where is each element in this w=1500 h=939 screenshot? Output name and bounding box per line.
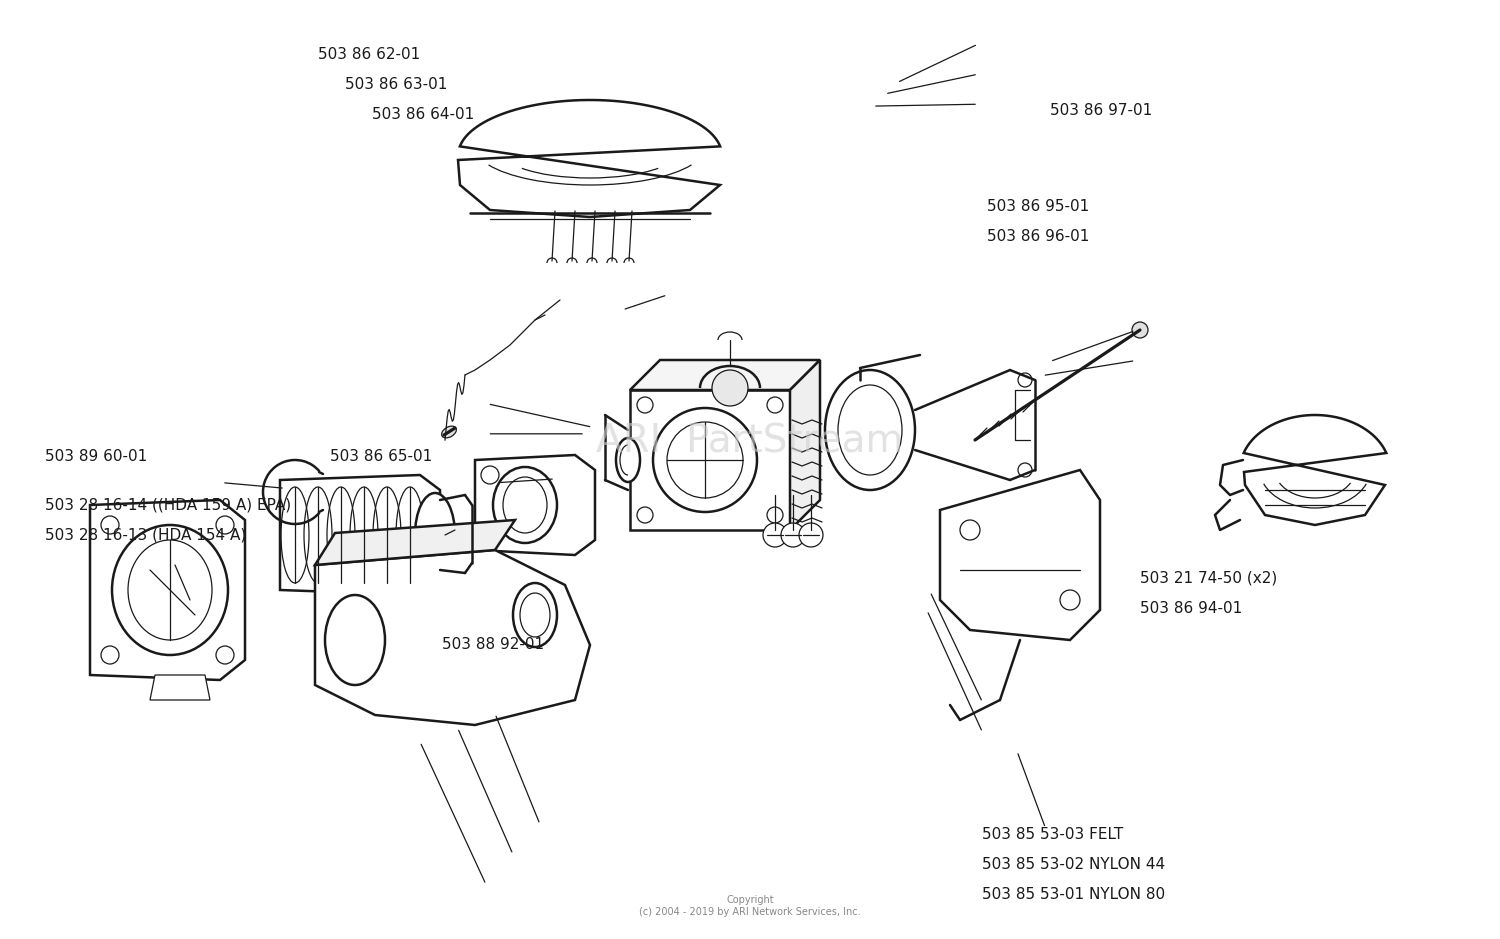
Circle shape [782, 523, 806, 547]
Circle shape [100, 516, 118, 534]
Circle shape [652, 408, 758, 512]
Text: 503 28 16-14 ((HDA 159 A) EPA): 503 28 16-14 ((HDA 159 A) EPA) [45, 498, 291, 513]
Circle shape [638, 397, 652, 413]
Polygon shape [630, 360, 821, 390]
Text: 503 28 16-13 (HDA 154 A): 503 28 16-13 (HDA 154 A) [45, 528, 246, 543]
Ellipse shape [452, 525, 462, 533]
Text: 503 85 53-02 NYLON 44: 503 85 53-02 NYLON 44 [982, 857, 1166, 872]
Text: 503 86 97-01: 503 86 97-01 [1050, 103, 1152, 118]
Circle shape [712, 370, 748, 406]
Circle shape [638, 507, 652, 523]
Ellipse shape [825, 370, 915, 490]
Circle shape [482, 529, 500, 547]
Circle shape [960, 520, 980, 540]
Ellipse shape [416, 493, 454, 577]
Circle shape [764, 523, 788, 547]
Circle shape [1132, 322, 1148, 338]
Polygon shape [476, 455, 596, 555]
Circle shape [766, 397, 783, 413]
Polygon shape [90, 500, 244, 680]
Text: 503 86 95-01: 503 86 95-01 [987, 199, 1089, 214]
Polygon shape [280, 475, 440, 595]
Circle shape [100, 646, 118, 664]
Text: 503 21 74-50 (x2): 503 21 74-50 (x2) [1140, 571, 1276, 586]
Polygon shape [790, 360, 820, 530]
Text: 503 86 63-01: 503 86 63-01 [345, 77, 447, 92]
Polygon shape [630, 390, 790, 530]
Circle shape [216, 646, 234, 664]
Circle shape [216, 516, 234, 534]
Circle shape [766, 507, 783, 523]
Ellipse shape [839, 385, 902, 475]
Text: 503 86 65-01: 503 86 65-01 [330, 449, 432, 464]
Polygon shape [315, 520, 514, 565]
Circle shape [427, 527, 442, 543]
Circle shape [1019, 373, 1032, 387]
Circle shape [482, 466, 500, 484]
Text: Copyright
(c) 2004 - 2019 by ARI Network Services, Inc.: Copyright (c) 2004 - 2019 by ARI Network… [639, 895, 861, 917]
Text: 503 86 62-01: 503 86 62-01 [318, 47, 420, 62]
Polygon shape [458, 100, 720, 217]
Text: 503 88 92-01: 503 88 92-01 [442, 637, 544, 652]
Ellipse shape [503, 477, 548, 533]
Circle shape [1060, 590, 1080, 610]
Ellipse shape [494, 467, 556, 543]
Ellipse shape [128, 540, 212, 640]
Circle shape [668, 422, 742, 498]
Text: 503 89 60-01: 503 89 60-01 [45, 449, 147, 464]
Circle shape [800, 523, 824, 547]
Ellipse shape [112, 525, 228, 655]
Circle shape [1019, 463, 1032, 477]
Polygon shape [150, 675, 210, 700]
Text: 503 86 96-01: 503 86 96-01 [987, 229, 1089, 244]
Text: 503 85 53-03 FELT: 503 85 53-03 FELT [982, 827, 1124, 842]
Polygon shape [315, 550, 590, 725]
Ellipse shape [441, 426, 456, 438]
Polygon shape [1244, 415, 1386, 525]
Ellipse shape [513, 583, 556, 647]
Ellipse shape [326, 595, 386, 685]
Polygon shape [940, 470, 1100, 640]
Text: 503 85 53-01 NYLON 80: 503 85 53-01 NYLON 80 [982, 887, 1166, 902]
Text: 503 86 94-01: 503 86 94-01 [1140, 601, 1242, 616]
Ellipse shape [616, 438, 640, 482]
Ellipse shape [520, 593, 550, 637]
Text: 503 86 64-01: 503 86 64-01 [372, 107, 474, 122]
Text: ARI  PartStream: ARI PartStream [597, 423, 903, 460]
